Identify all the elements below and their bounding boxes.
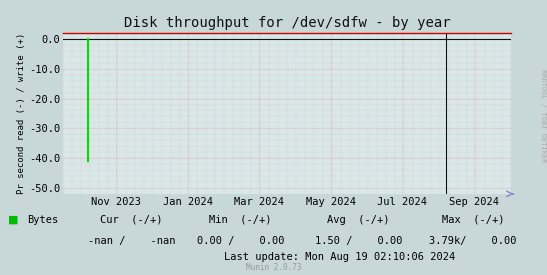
- Text: Bytes: Bytes: [27, 215, 59, 225]
- Text: Max  (-/+): Max (-/+): [442, 215, 504, 225]
- Text: 3.79k/    0.00: 3.79k/ 0.00: [429, 236, 517, 246]
- Text: Cur  (-/+): Cur (-/+): [100, 215, 162, 225]
- Text: ■: ■: [8, 215, 19, 225]
- Text: Munin 2.0.73: Munin 2.0.73: [246, 263, 301, 272]
- Title: Disk throughput for /dev/sdfw - by year: Disk throughput for /dev/sdfw - by year: [124, 16, 451, 31]
- Text: Avg  (-/+): Avg (-/+): [327, 215, 389, 225]
- Y-axis label: Pr second read (-) / write (+): Pr second read (-) / write (+): [17, 33, 26, 194]
- Text: Last update: Mon Aug 19 02:10:06 2024: Last update: Mon Aug 19 02:10:06 2024: [224, 252, 455, 262]
- Text: 0.00 /    0.00: 0.00 / 0.00: [197, 236, 284, 246]
- Text: 1.50 /    0.00: 1.50 / 0.00: [315, 236, 402, 246]
- Text: -nan /    -nan: -nan / -nan: [88, 236, 175, 246]
- Text: RRDTOOL / TOBI OETIKER: RRDTOOL / TOBI OETIKER: [540, 69, 546, 162]
- Text: Min  (-/+): Min (-/+): [210, 215, 272, 225]
